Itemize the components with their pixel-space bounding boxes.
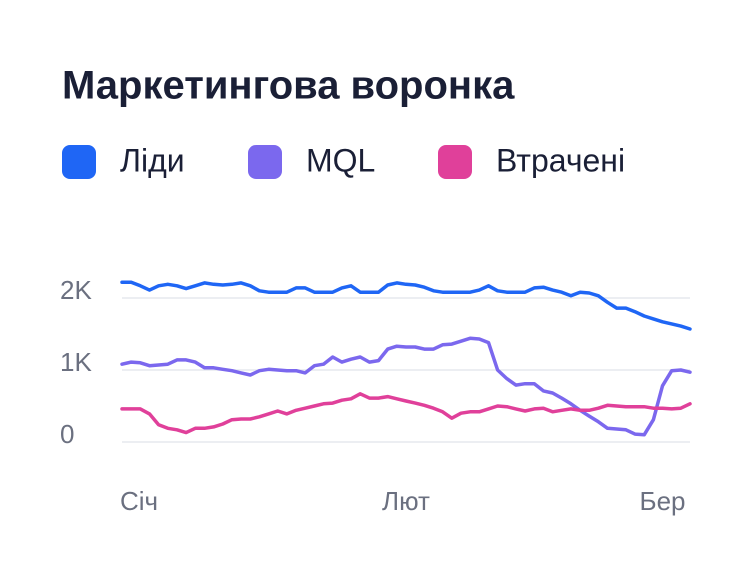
series-line <box>120 392 692 435</box>
series-line <box>120 280 692 331</box>
legend-swatch <box>438 145 472 179</box>
y-tick-label: 0 <box>60 419 74 449</box>
legend-label: MQL <box>306 142 375 178</box>
legend-swatch <box>248 145 282 179</box>
legend-label: Втрачені <box>496 142 625 178</box>
chart-title: Маркетингова воронка <box>62 64 515 108</box>
legend-swatch <box>62 145 96 179</box>
y-tick-label: 1K <box>60 347 92 377</box>
y-tick-label: 2K <box>60 275 92 305</box>
x-tick-label: Січ <box>120 486 158 516</box>
x-tick-label: Бер <box>640 486 686 516</box>
series-line <box>120 336 692 437</box>
legend-label: Ліди <box>120 142 185 178</box>
x-tick-label: Лют <box>382 486 430 516</box>
